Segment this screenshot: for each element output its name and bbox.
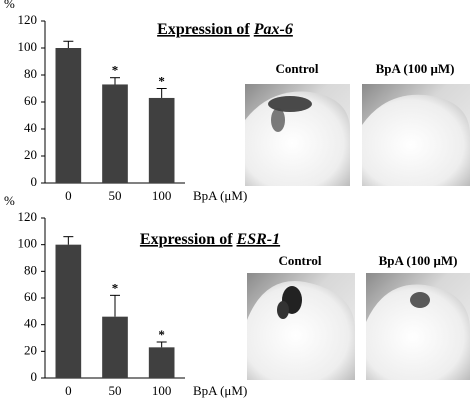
x-tick-label: 50 — [109, 188, 122, 203]
bar — [148, 97, 175, 183]
gene-name: Pax-6 — [253, 21, 293, 38]
y-tick-label: 80 — [24, 262, 37, 277]
significance-mark: * — [112, 280, 119, 295]
y-axis-label: % — [4, 193, 15, 208]
x-tick-label: 0 — [65, 188, 72, 203]
chart-title: Expression of ESR-1 — [140, 231, 280, 248]
bar — [102, 84, 128, 183]
y-tick-label: 60 — [24, 93, 37, 108]
bar — [55, 244, 82, 378]
micrograph — [245, 84, 350, 186]
panel-label: Control — [275, 61, 318, 76]
y-tick-label: 120 — [18, 209, 38, 224]
x-axis-label: BpA (μM) — [193, 383, 247, 398]
y-tick-label: 40 — [24, 316, 37, 331]
y-axis-label: % — [4, 0, 15, 11]
panel-label: Control — [278, 253, 321, 268]
x-tick-label: 50 — [109, 383, 122, 398]
micrograph — [247, 273, 355, 380]
micrograph — [362, 84, 470, 186]
title-text: Expression of — [157, 21, 250, 38]
y-tick-label: 120 — [18, 12, 38, 27]
y-tick-label: 0 — [31, 174, 38, 189]
y-tick-label: 0 — [31, 369, 38, 384]
significance-mark: * — [158, 73, 165, 88]
y-tick-label: 100 — [18, 39, 38, 54]
micrograph — [366, 273, 470, 380]
bar — [55, 48, 82, 183]
panel-label: BpA (100 μM) — [376, 61, 455, 76]
x-tick-label: 100 — [152, 383, 172, 398]
y-tick-label: 60 — [24, 289, 37, 304]
y-tick-label: 40 — [24, 120, 37, 135]
chart-title: Expression of Pax-6 — [157, 21, 293, 38]
y-tick-label: 100 — [18, 236, 38, 251]
title-text: Expression of — [140, 231, 233, 248]
y-tick-label: 20 — [24, 147, 37, 162]
x-axis-label: BpA (μM) — [193, 188, 247, 203]
significance-mark: * — [112, 63, 119, 78]
panel-label: BpA (100 μM) — [379, 253, 458, 268]
x-tick-label: 100 — [152, 188, 172, 203]
y-tick-label: 80 — [24, 66, 37, 81]
significance-mark: * — [158, 327, 165, 342]
gene-name: ESR-1 — [236, 231, 281, 248]
y-tick-label: 20 — [24, 342, 37, 357]
x-tick-label: 0 — [65, 383, 72, 398]
bar — [148, 347, 175, 378]
bar — [102, 316, 128, 378]
